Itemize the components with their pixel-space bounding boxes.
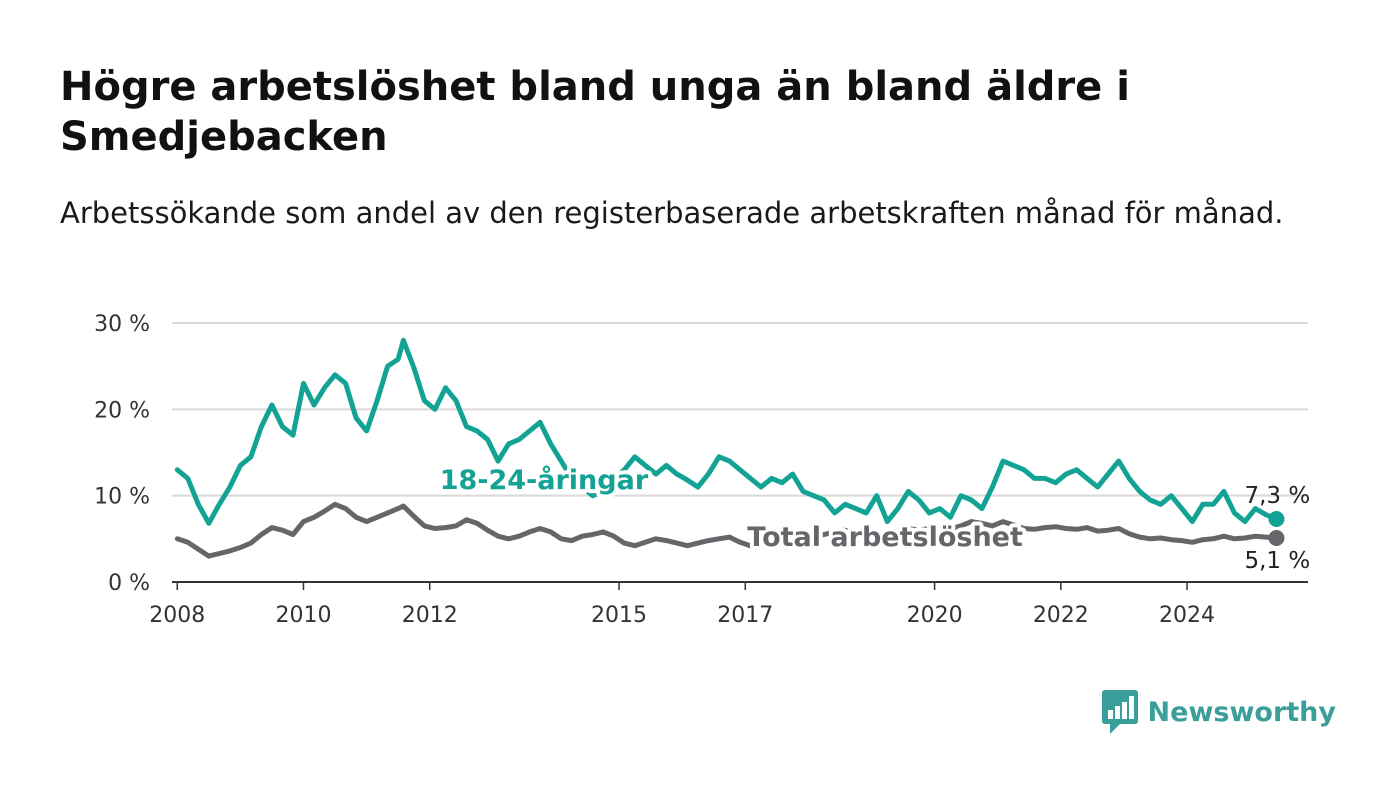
x-tick-label: 2008 [149,603,205,628]
chart-subtitle: Arbetssökande som andel av den registerb… [60,196,1284,230]
bar-chart-speech-bubble-icon [1101,690,1138,734]
series-line [174,501,1279,559]
series-end-point [1268,529,1285,546]
x-tick-label: 2015 [591,603,647,628]
brand-logo: Newsworthy [1101,690,1336,734]
y-tick-label: 30 % [94,312,150,337]
x-tick-label: 2020 [907,603,963,628]
x-tick-label: 2017 [717,603,773,628]
series-name-halo: Total arbetslöshet [747,522,1023,553]
x-tick-label: 2012 [402,603,458,628]
end-value-label: 5,1 % [1244,548,1310,574]
brand-name: Newsworthy [1147,696,1336,728]
series-name-halo: 18-24-åringar [440,464,649,496]
x-tick-label: 2022 [1033,603,1089,628]
series-name-label: Total arbetslöshet [747,522,1023,553]
grid-lines [172,322,1308,583]
series-name-label: 18-24-åringar [440,464,649,496]
chart-title: Högre arbetslöshet bland unga än bland ä… [60,64,1130,160]
x-axis: 2008 2010 2012 2015 2017 2020 2022 2024 [149,582,1215,628]
end-value-label: 7,3 % [1244,483,1310,509]
series-lines [174,337,1285,559]
series-end-point [1268,510,1285,527]
x-tick-label: 2024 [1159,603,1215,628]
x-tick-label: 2010 [275,603,331,628]
series-line [174,337,1279,526]
y-tick-label: 20 % [94,398,150,423]
y-tick-label: 10 % [94,485,150,510]
series-labels: 7,3 %5,1 %18-24-åringar18-24-åringarTota… [436,460,1310,574]
y-axis: 0 % 10 % 20 % 30 % [94,312,150,596]
y-tick-label: 0 % [108,571,150,596]
